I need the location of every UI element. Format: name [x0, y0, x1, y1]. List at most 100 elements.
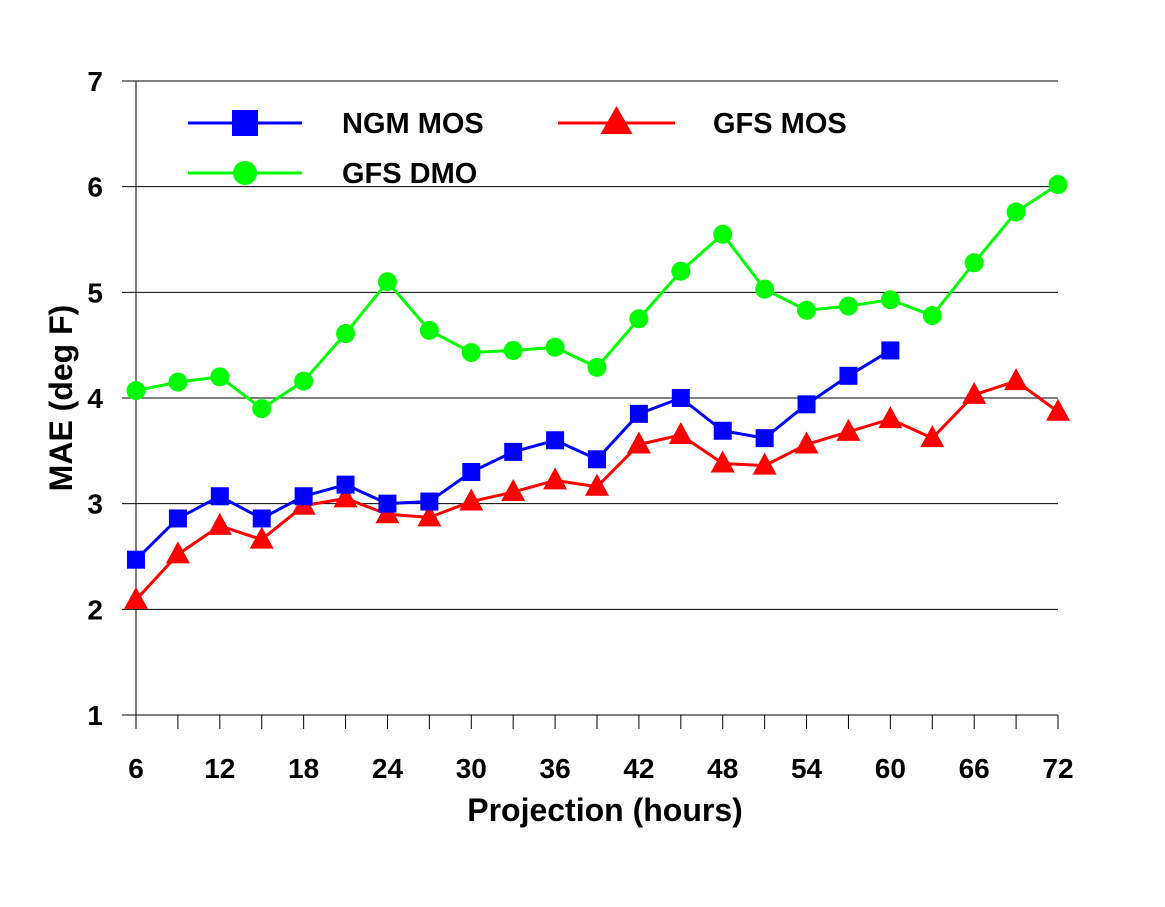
x-tick-label: 60 — [875, 753, 906, 784]
square-marker — [168, 509, 187, 528]
x-tick-label: 12 — [204, 753, 235, 784]
triangle-marker — [249, 526, 274, 549]
circle-marker — [168, 372, 188, 392]
x-axis-title: Projection (hours) — [467, 792, 743, 828]
series-gfs-mos — [124, 368, 1070, 609]
circle-marker — [294, 371, 314, 391]
square-marker — [713, 421, 732, 440]
x-tick-label: 6 — [128, 753, 144, 784]
circle-marker — [629, 309, 649, 329]
square-marker — [671, 389, 690, 407]
x-tick-label: 48 — [707, 753, 738, 784]
square-marker — [881, 341, 900, 360]
square-marker — [294, 487, 313, 506]
circle-marker — [126, 381, 146, 401]
y-tick-label: 3 — [87, 489, 103, 520]
square-marker — [127, 550, 145, 569]
circle-marker — [713, 224, 733, 244]
circle-marker — [419, 320, 439, 340]
data-series — [124, 175, 1070, 609]
triangle-marker — [836, 418, 861, 441]
series-ngm-mos — [127, 341, 900, 569]
x-tick-label: 24 — [372, 753, 404, 784]
circle-marker — [1048, 175, 1068, 195]
triangle-marker — [207, 512, 232, 535]
triangle-marker — [920, 425, 945, 448]
square-marker — [546, 431, 565, 450]
triangle-marker — [794, 431, 819, 454]
circle-marker — [377, 272, 397, 292]
x-tick-label: 72 — [1042, 753, 1073, 784]
circle-marker — [210, 367, 230, 387]
circle-marker — [252, 399, 272, 419]
triangle-marker — [668, 421, 693, 444]
circle-marker — [545, 337, 565, 357]
circle-marker — [797, 300, 817, 320]
square-marker — [378, 494, 397, 513]
square-marker — [336, 475, 355, 494]
triangle-marker — [459, 488, 484, 511]
circle-marker — [503, 340, 523, 360]
legend: NGM MOS GFS MOS GFS DMO — [188, 106, 847, 190]
triangle-marker — [585, 473, 609, 496]
square-marker — [588, 450, 606, 469]
legend-square-marker — [232, 110, 258, 136]
circle-marker — [587, 357, 607, 377]
legend-label: GFS DMO — [342, 158, 477, 190]
legend-item: NGM MOS — [188, 108, 484, 140]
triangle-marker — [1046, 398, 1070, 421]
legend-item: GFS DMO — [188, 158, 477, 190]
square-marker — [755, 429, 774, 448]
circle-marker — [336, 324, 356, 344]
square-marker — [462, 462, 481, 481]
triangle-marker — [165, 541, 190, 564]
triangle-marker — [333, 485, 358, 508]
legend-label: GFS MOS — [713, 108, 847, 140]
circle-marker — [964, 253, 984, 273]
triangle-marker — [1004, 368, 1029, 391]
triangle-marker — [752, 452, 777, 475]
x-tick-label: 36 — [540, 753, 571, 784]
triangle-marker — [124, 586, 148, 609]
y-tick-label: 5 — [87, 277, 103, 308]
circle-marker — [671, 261, 691, 281]
triangle-marker — [417, 504, 442, 527]
legend-triangle-marker — [600, 106, 633, 134]
y-tick-label: 7 — [87, 66, 103, 97]
square-marker — [839, 366, 858, 385]
circle-marker — [922, 306, 942, 326]
y-tick-label: 4 — [87, 383, 103, 414]
x-tick-label: 30 — [456, 753, 487, 784]
series-gfs-dmo — [126, 175, 1068, 419]
legend-circle-marker — [233, 161, 257, 185]
triangle-marker — [962, 381, 987, 404]
x-tick-label: 42 — [623, 753, 654, 784]
circle-marker — [1006, 202, 1026, 222]
square-marker — [210, 487, 229, 506]
circle-marker — [755, 279, 775, 299]
triangle-marker — [710, 450, 735, 473]
square-marker — [252, 509, 271, 528]
x-tick-label: 54 — [791, 753, 823, 784]
square-marker — [420, 492, 439, 511]
square-marker — [629, 404, 648, 423]
triangle-marker — [626, 431, 651, 454]
circle-marker — [461, 343, 481, 363]
y-axis-title: MAE (deg F) — [43, 305, 79, 492]
square-marker — [797, 395, 816, 414]
y-tick-label: 1 — [87, 700, 103, 731]
triangle-marker — [878, 406, 903, 429]
x-tick-label: 18 — [288, 753, 319, 784]
square-marker — [504, 442, 523, 461]
circle-marker — [838, 296, 858, 316]
x-tick-label: 66 — [959, 753, 990, 784]
legend-item: GFS MOS — [558, 106, 847, 140]
circle-marker — [880, 290, 900, 310]
triangle-marker — [501, 479, 526, 502]
triangle-marker — [543, 467, 568, 490]
y-tick-label: 6 — [87, 172, 103, 203]
legend-label: NGM MOS — [342, 108, 484, 140]
